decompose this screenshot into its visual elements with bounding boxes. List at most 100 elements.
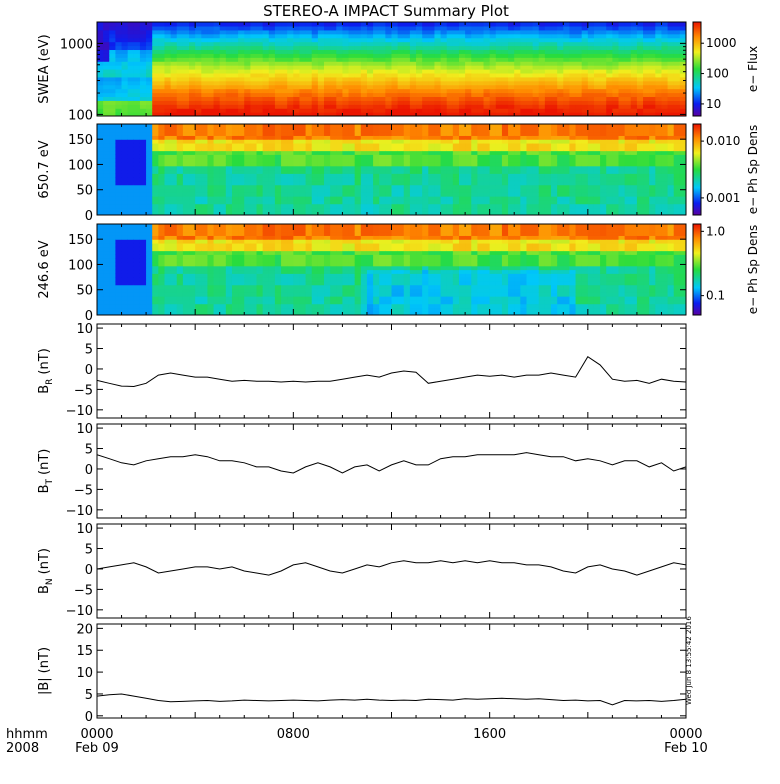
spectrogram-cell bbox=[625, 204, 632, 208]
spectrogram-cell bbox=[134, 258, 141, 262]
spectrogram-cell bbox=[379, 65, 386, 70]
spectrogram-cell bbox=[649, 42, 656, 47]
spectrogram-cell bbox=[177, 139, 184, 143]
spectrogram-cell bbox=[189, 151, 196, 155]
spectrogram-cell bbox=[122, 173, 129, 177]
spectrogram-cell bbox=[97, 30, 104, 35]
spectrogram-cell bbox=[152, 132, 159, 136]
spectrogram-cell bbox=[643, 26, 650, 31]
spectrogram-cell bbox=[115, 270, 122, 274]
spectrogram-cell bbox=[287, 192, 294, 196]
spectrogram-cell bbox=[594, 61, 601, 66]
spectrogram-cell bbox=[490, 135, 497, 139]
spectrogram-cell bbox=[526, 100, 533, 105]
spectrogram-cell bbox=[539, 38, 546, 43]
spectrogram-cell bbox=[232, 89, 239, 94]
spectrogram-cell bbox=[557, 108, 564, 113]
spectrogram-cell bbox=[146, 235, 153, 239]
spectrogram-cell bbox=[97, 204, 104, 208]
spectrogram-cell bbox=[484, 170, 491, 174]
spectrogram-cell bbox=[373, 26, 380, 31]
spectrogram-cell bbox=[109, 38, 116, 43]
spectrogram-cell bbox=[164, 158, 171, 162]
spectrogram-cell bbox=[299, 77, 306, 82]
spectrogram-cell bbox=[269, 192, 276, 196]
spectrogram-cell bbox=[379, 96, 386, 101]
spectrogram-cell bbox=[398, 77, 405, 82]
spectrogram-cell bbox=[238, 30, 245, 35]
spectrogram-cell bbox=[263, 154, 270, 158]
spectrogram-cell bbox=[588, 143, 595, 147]
spectrogram-cell bbox=[128, 93, 135, 98]
spectrogram-cell bbox=[250, 108, 257, 113]
spectrogram-cell bbox=[324, 73, 331, 78]
spectrogram-cell bbox=[226, 100, 233, 105]
spectrogram-cell bbox=[539, 53, 546, 58]
spectrogram-cell bbox=[508, 154, 515, 158]
spectrogram-cell bbox=[122, 61, 129, 66]
spectrogram-cell bbox=[428, 46, 435, 51]
spectrogram-cell bbox=[545, 53, 552, 58]
spectrogram-cell bbox=[109, 254, 116, 258]
spectrogram-cell bbox=[330, 81, 337, 86]
spectrogram-cell bbox=[257, 132, 264, 136]
spectrogram-cell bbox=[318, 69, 325, 74]
spectrogram-cell bbox=[244, 154, 251, 158]
spectrogram-cell bbox=[183, 81, 190, 86]
spectrogram-cell bbox=[514, 104, 521, 109]
spectrogram-cell bbox=[275, 104, 282, 109]
spectrogram-cell bbox=[502, 170, 509, 174]
spectrogram-cell bbox=[661, 177, 668, 181]
spectrogram-cell bbox=[263, 132, 270, 136]
spectrogram-cell bbox=[146, 307, 153, 311]
spectrogram-cell bbox=[520, 192, 527, 196]
spectrogram-cell bbox=[373, 173, 380, 177]
spectrogram-cell bbox=[643, 81, 650, 86]
spectrogram-cell bbox=[244, 42, 251, 47]
spectrogram-cell bbox=[177, 49, 184, 54]
spectrogram-cell bbox=[496, 77, 503, 82]
spectrogram-cell bbox=[164, 162, 171, 166]
spectrogram-cell bbox=[324, 57, 331, 62]
spectrogram-cell bbox=[471, 73, 478, 78]
spectrogram-cell bbox=[539, 81, 546, 86]
spectrogram-cell bbox=[477, 77, 484, 82]
spectrogram-cell bbox=[128, 89, 135, 94]
spectrogram-cell bbox=[569, 151, 576, 155]
spectrogram-cell bbox=[238, 181, 245, 185]
spectrogram-cell bbox=[324, 61, 331, 66]
spectrogram-cell bbox=[631, 166, 638, 170]
spectrogram-cell bbox=[275, 185, 282, 189]
spectrogram-cell bbox=[299, 143, 306, 147]
spectrogram-cell bbox=[631, 57, 638, 62]
spectrogram-cell bbox=[269, 200, 276, 204]
spectrogram-cell bbox=[410, 132, 417, 136]
spectrogram-cell bbox=[619, 22, 626, 27]
spectrogram-cell bbox=[668, 124, 675, 128]
spectrogram-cell bbox=[434, 53, 441, 58]
spectrogram-cell bbox=[349, 143, 356, 147]
spectrogram-cell bbox=[434, 89, 441, 94]
spectrogram-cell bbox=[428, 100, 435, 105]
spectrogram-cell bbox=[299, 34, 306, 39]
spectrogram-cell bbox=[103, 96, 110, 101]
spectrogram-cell bbox=[183, 38, 190, 43]
spectrogram-cell bbox=[299, 22, 306, 27]
spectrogram-cell bbox=[600, 49, 607, 54]
spectrogram-cell bbox=[576, 53, 583, 58]
spectrogram-cell bbox=[312, 53, 319, 58]
spectrogram-cell bbox=[109, 270, 116, 274]
spectrogram-cell bbox=[514, 124, 521, 128]
spectrogram-cell bbox=[526, 177, 533, 181]
spectrogram-cell bbox=[453, 181, 460, 185]
spectrogram-cell bbox=[152, 204, 159, 208]
spectrogram-cell bbox=[502, 124, 509, 128]
spectrogram-cell bbox=[508, 170, 515, 174]
spectrogram-cell bbox=[453, 69, 460, 74]
spectrogram-cell bbox=[434, 93, 441, 98]
spectrogram-cell bbox=[563, 104, 570, 109]
spectrogram-cell bbox=[606, 185, 613, 189]
spectrogram-cell bbox=[299, 181, 306, 185]
spectrogram-cell bbox=[533, 73, 540, 78]
spectrogram-cell bbox=[563, 100, 570, 105]
